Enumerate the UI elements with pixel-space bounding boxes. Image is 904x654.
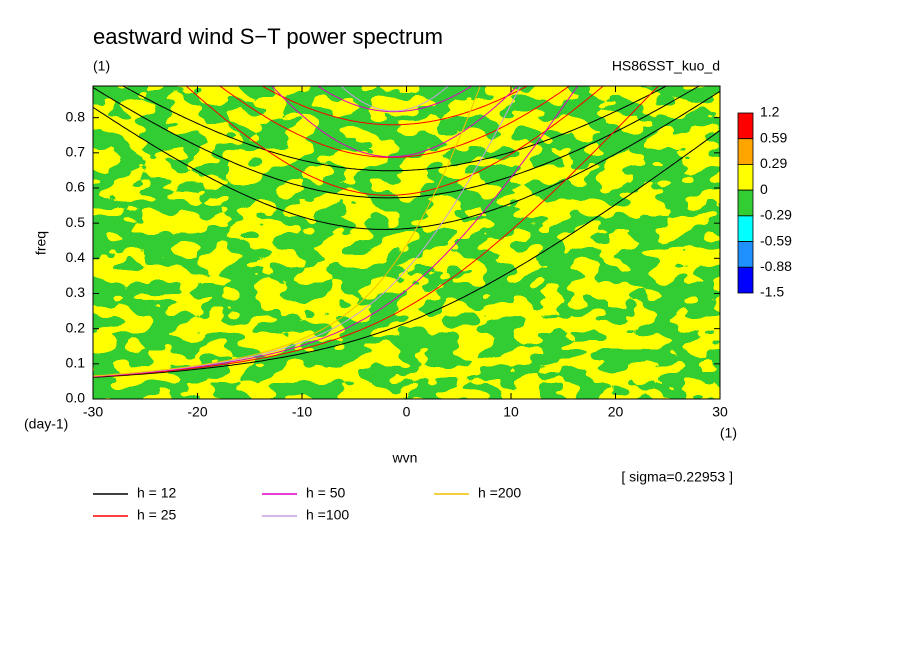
chart-title: eastward wind S−T power spectrum (93, 24, 443, 49)
dispersion-curve (121, 86, 668, 172)
y-tick-label: 0.3 (66, 284, 86, 300)
y-tick-label: 0.0 (66, 390, 86, 406)
dispersion-curve (93, 86, 481, 377)
colorbar-label: 0.29 (760, 155, 787, 171)
colorbar-label: 0.59 (760, 129, 787, 145)
colorbar-swatch (737, 138, 754, 165)
colorbar-label: -0.29 (760, 207, 792, 223)
x-tick-label: -20 (187, 404, 207, 420)
dispersion-curve (93, 129, 720, 378)
colorbar-swatch (737, 266, 754, 294)
y-tick-label: 0.2 (66, 319, 86, 335)
dispersion-curve (316, 86, 473, 113)
x-tick-label: 0 (403, 404, 411, 420)
sigma-note: [ sigma=0.22953 ] (621, 469, 733, 485)
colorbar-label: 0 (760, 181, 768, 197)
dispersion-curve (219, 86, 571, 158)
legend-label: h =100 (306, 507, 349, 523)
y-axis-label: freq (33, 231, 49, 255)
colorbar-swatch (737, 215, 754, 242)
x-tick-label: -30 (83, 404, 103, 420)
colorbar-swatch (737, 189, 754, 217)
y-unit: (day-1) (24, 416, 68, 432)
x-axis-label: wvn (392, 450, 418, 466)
y-tick-label: 0.1 (66, 355, 86, 371)
subtitle: (1) (93, 58, 110, 74)
colorbar-swatch (737, 112, 754, 140)
legend-label: h = 25 (137, 507, 177, 523)
dispersion-curve (93, 86, 700, 199)
colorbar-label: -0.88 (760, 258, 792, 274)
field (93, 86, 720, 399)
field-texture (93, 86, 720, 399)
dispersion-curve (93, 86, 659, 378)
dispersion-curves (93, 0, 720, 378)
y-tick-label: 0.5 (66, 214, 86, 230)
x-tick-label: 30 (712, 404, 728, 420)
x-unit: (1) (720, 425, 737, 441)
legend-label: h =200 (478, 485, 521, 501)
colorbar-label: -0.59 (760, 232, 792, 248)
run-label: HS86SST_kuo_d (612, 58, 720, 74)
x-tick-label: 20 (608, 404, 624, 420)
colorbar-label: 1.2 (760, 104, 780, 120)
dispersion-curve (261, 86, 529, 126)
legend-label: h = 12 (137, 485, 177, 501)
x-tick-label: -10 (292, 404, 312, 420)
x-tick-label: 10 (503, 404, 519, 420)
y-tick-label: 0.8 (66, 108, 86, 124)
y-tick-label: 0.7 (66, 144, 86, 160)
dispersion-curve (185, 86, 605, 196)
dispersion-curve (93, 0, 720, 11)
dispersion-curve (340, 86, 450, 112)
legend-label: h = 50 (306, 485, 346, 501)
colorbar-swatch (737, 241, 754, 268)
dispersion-curve (93, 90, 720, 231)
y-tick-label: 0.4 (66, 249, 86, 265)
colorbar-swatch (737, 164, 754, 191)
dispersion-curve (271, 86, 519, 158)
dispersion-curve (93, 86, 579, 377)
dispersion-curve (93, 86, 522, 377)
y-tick-label: 0.6 (66, 179, 86, 195)
colorbar-label: -1.5 (760, 284, 784, 300)
